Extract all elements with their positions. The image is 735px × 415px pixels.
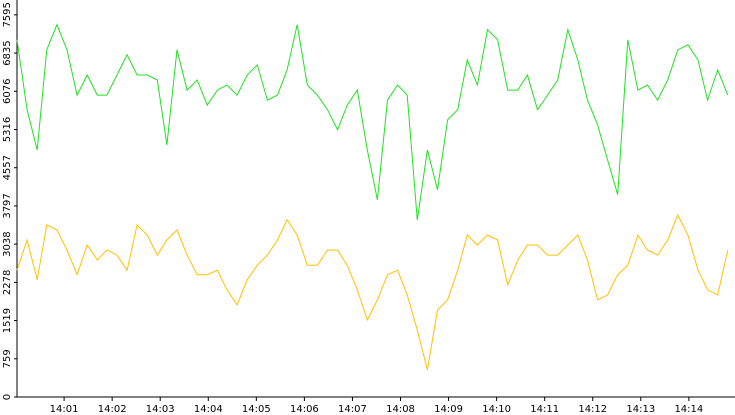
y-tick-label: 3797 — [2, 193, 13, 218]
x-tick-label: 14:13 — [626, 404, 655, 415]
x-tick-label: 14:08 — [386, 404, 415, 415]
y-tick-label: 4557 — [2, 155, 13, 180]
x-tick-label: 14:12 — [578, 404, 607, 415]
x-tick-label: 14:01 — [50, 404, 79, 415]
x-tick-label: 14:02 — [98, 404, 127, 415]
y-tick-label: 6835 — [2, 40, 13, 65]
series-line — [16, 213, 729, 370]
y-tick-label: 6076 — [2, 79, 13, 104]
x-tick-label: 14:14 — [674, 404, 703, 415]
y-tick-label: 5316 — [2, 117, 13, 142]
y-tick-label: 3038 — [2, 231, 13, 256]
y-tick-label: 1519 — [2, 308, 13, 333]
x-tick-label: 14:03 — [146, 404, 175, 415]
x-tick-label: 14:10 — [482, 404, 511, 415]
x-tick-label: 14:05 — [242, 404, 271, 415]
x-tick-label: 14:11 — [530, 404, 559, 415]
x-tick-label: 14:09 — [434, 404, 463, 415]
y-tick-label: 7595 — [2, 2, 13, 27]
series-line — [16, 23, 729, 220]
x-tick-label: 14:07 — [338, 404, 367, 415]
y-tick-label: 0 — [2, 394, 13, 400]
y-tick-label: 759 — [2, 349, 13, 368]
x-tick-label: 14:04 — [194, 404, 223, 415]
x-tick-label: 14:06 — [290, 404, 319, 415]
y-tick-label: 2278 — [2, 270, 13, 295]
